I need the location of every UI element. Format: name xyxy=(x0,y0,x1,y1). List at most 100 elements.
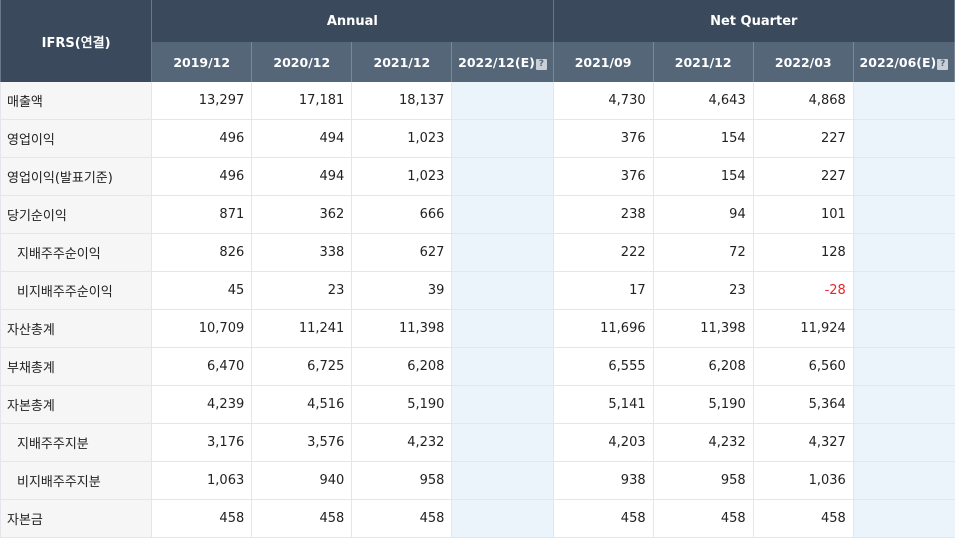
value-cell: 154 xyxy=(652,157,754,196)
value-cell: 18,137 xyxy=(351,82,452,120)
estimate-cell xyxy=(451,82,554,120)
value-cell: 458 xyxy=(151,499,252,538)
table-row: 부채총계 6,470 6,725 6,208 6,555 6,208 6,560 xyxy=(0,347,955,386)
group-header-net-quarter: Net Quarter xyxy=(552,0,955,42)
value-cell: 627 xyxy=(351,233,452,272)
value-cell: 4,203 xyxy=(552,423,654,462)
column-header: 2021/09 xyxy=(552,42,654,82)
value-cell: 6,470 xyxy=(151,347,252,386)
value-cell: 4,232 xyxy=(652,423,754,462)
value-cell: 11,398 xyxy=(351,309,452,348)
table-row: 비지배주주순이익 45 23 39 17 23 -28 xyxy=(0,271,955,310)
estimate-cell xyxy=(852,309,955,348)
value-cell: 11,696 xyxy=(552,309,654,348)
value-cell: 1,063 xyxy=(151,461,252,500)
table-row: 자산총계 10,709 11,241 11,398 11,696 11,398 11,924 xyxy=(0,309,955,348)
value-cell: 5,364 xyxy=(752,385,854,424)
estimate-cell xyxy=(451,423,554,462)
value-cell: 3,176 xyxy=(151,423,252,462)
estimate-cell xyxy=(852,233,955,272)
estimate-cell xyxy=(852,119,955,158)
value-cell: 5,190 xyxy=(652,385,754,424)
row-label: 비지배주주지분 xyxy=(0,461,152,500)
table-row: 영업이익(발표기준) 496 494 1,023 376 154 227 xyxy=(0,157,955,196)
value-cell: 958 xyxy=(652,461,754,500)
estimate-cell xyxy=(852,271,955,310)
row-label: 당기순이익 xyxy=(0,195,152,234)
estimate-cell xyxy=(852,499,955,538)
estimate-cell xyxy=(852,157,955,196)
estimate-cell xyxy=(852,347,955,386)
value-cell: 376 xyxy=(552,157,654,196)
value-cell: 496 xyxy=(151,157,252,196)
value-cell: 6,555 xyxy=(552,347,654,386)
value-cell: 94 xyxy=(652,195,754,234)
value-cell: 45 xyxy=(151,271,252,310)
value-cell: 826 xyxy=(151,233,252,272)
value-cell: 154 xyxy=(652,119,754,158)
value-cell: 1,023 xyxy=(351,157,452,196)
row-label: 자본금 xyxy=(0,499,152,538)
value-cell: 4,643 xyxy=(652,82,754,120)
value-cell: 458 xyxy=(251,499,352,538)
estimate-cell xyxy=(451,233,554,272)
group-header-row: IFRS(연결) Annual Net Quarter xyxy=(0,0,955,82)
column-header: 2022/06(E)? xyxy=(852,42,955,82)
row-label: 영업이익(발표기준) xyxy=(0,157,152,196)
value-cell: 458 xyxy=(652,499,754,538)
value-cell: 6,208 xyxy=(351,347,452,386)
value-cell: 5,190 xyxy=(351,385,452,424)
estimate-cell xyxy=(852,423,955,462)
estimate-cell xyxy=(451,309,554,348)
value-cell: 940 xyxy=(251,461,352,500)
table-row: 지배주주순이익 826 338 627 222 72 128 xyxy=(0,233,955,272)
value-cell: 458 xyxy=(351,499,452,538)
value-cell: 238 xyxy=(552,195,654,234)
table-row: 지배주주지분 3,176 3,576 4,232 4,203 4,232 4,327 xyxy=(0,423,955,462)
estimate-cell xyxy=(451,385,554,424)
estimate-cell xyxy=(451,461,554,500)
estimate-cell xyxy=(852,82,955,120)
estimate-help-icon[interactable]: ? xyxy=(937,58,949,70)
value-cell: 1,023 xyxy=(351,119,452,158)
value-cell: 458 xyxy=(552,499,654,538)
value-cell: 13,297 xyxy=(151,82,252,120)
value-cell: 17 xyxy=(552,271,654,310)
value-cell: 227 xyxy=(752,119,854,158)
value-cell: 938 xyxy=(552,461,654,500)
value-cell: 3,576 xyxy=(251,423,352,462)
value-cell: 4,516 xyxy=(251,385,352,424)
value-cell: 4,232 xyxy=(351,423,452,462)
estimate-cell xyxy=(852,385,955,424)
value-cell: 6,725 xyxy=(251,347,352,386)
value-cell: 128 xyxy=(752,233,854,272)
row-label: 부채총계 xyxy=(0,347,152,386)
estimate-cell xyxy=(451,195,554,234)
table-row: 자본총계 4,239 4,516 5,190 5,141 5,190 5,364 xyxy=(0,385,955,424)
value-cell: 494 xyxy=(251,157,352,196)
row-label: 자본총계 xyxy=(0,385,152,424)
group-header-annual: Annual xyxy=(151,0,554,42)
value-cell: 101 xyxy=(752,195,854,234)
column-header: 2022/03 xyxy=(752,42,854,82)
corner-header: IFRS(연결) xyxy=(0,0,153,82)
value-cell: 494 xyxy=(251,119,352,158)
value-cell: 871 xyxy=(151,195,252,234)
column-header: 2021/12 xyxy=(351,42,453,82)
value-cell: 23 xyxy=(251,271,352,310)
value-cell: 338 xyxy=(251,233,352,272)
value-cell: 11,924 xyxy=(752,309,854,348)
column-header: 2019/12 xyxy=(151,42,253,82)
table-row: 비지배주주지분 1,063 940 958 938 958 1,036 xyxy=(0,461,955,500)
row-label: 지배주주순이익 xyxy=(0,233,152,272)
estimate-cell xyxy=(451,271,554,310)
value-cell: 4,730 xyxy=(552,82,654,120)
value-cell: 496 xyxy=(151,119,252,158)
value-cell: 72 xyxy=(652,233,754,272)
estimate-help-icon[interactable]: ? xyxy=(535,58,547,70)
value-cell: 376 xyxy=(552,119,654,158)
value-cell: 23 xyxy=(652,271,754,310)
value-cell: 17,181 xyxy=(251,82,352,120)
row-label: 영업이익 xyxy=(0,119,152,158)
